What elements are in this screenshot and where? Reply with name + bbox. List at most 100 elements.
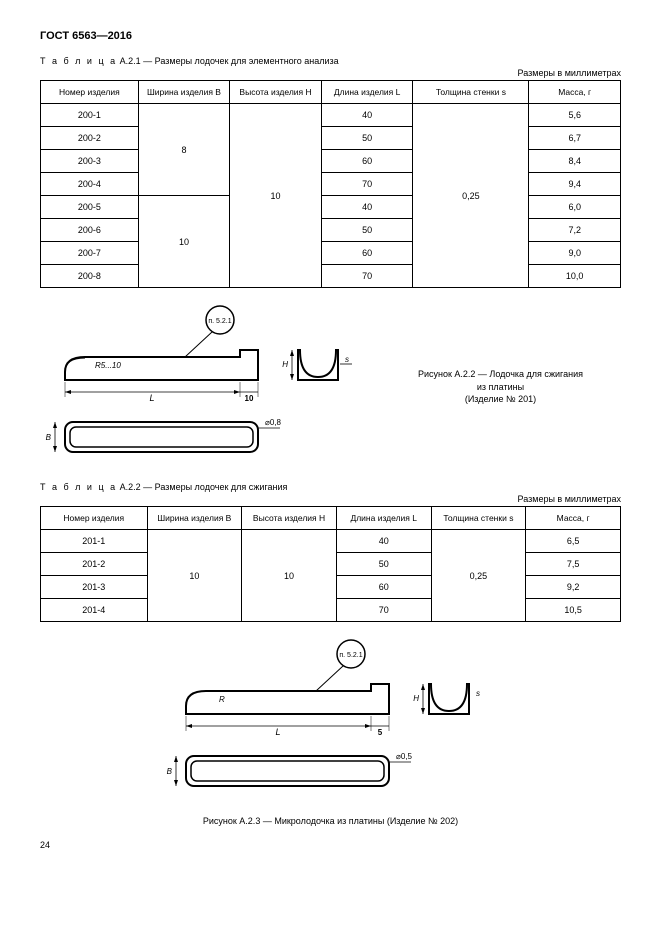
td: 70 — [321, 173, 413, 196]
fig2-five: 5 — [377, 728, 382, 737]
td: 200-5 — [41, 196, 139, 219]
table-2-caption: Т а б л и ц а А.2.2 — Размеры лодочек дл… — [40, 482, 621, 492]
table-row: 200-4 70 9,4 — [41, 173, 621, 196]
figure-1-caption: Рисунок А.2.2 — Лодочка для сжигания из … — [380, 368, 621, 406]
td: 10 — [147, 530, 242, 622]
table-row: 200-1 8 10 40 0,25 5,6 — [41, 104, 621, 127]
table-2-caption-text: А.2.2 — Размеры лодочек для сжигания — [120, 482, 288, 492]
table-row: 201-1 10 10 40 0,25 6,5 — [41, 530, 621, 553]
td: 201-2 — [41, 553, 148, 576]
td: 50 — [336, 553, 431, 576]
table-row: 200-2 50 6,7 — [41, 127, 621, 150]
td: 10 — [242, 530, 337, 622]
fig-L: L — [149, 393, 154, 403]
fig2-ref: п. 5.2.1 — [339, 652, 362, 659]
fig2-radius: R — [219, 695, 225, 704]
td: 9,4 — [529, 173, 621, 196]
table-1-caption-text: А.2.1 — Размеры лодочек для элементного … — [120, 56, 339, 66]
table-1-caption-prefix: Т а б л и ц а — [40, 56, 117, 66]
td: 10 — [138, 196, 230, 288]
td: 10,0 — [529, 265, 621, 288]
table-row: 200-7 60 9,0 — [41, 242, 621, 265]
fig-s: s — [345, 355, 349, 364]
fig-ten: 10 — [245, 394, 254, 403]
td: 9,2 — [526, 576, 621, 599]
fig2-H: H — [413, 694, 419, 703]
table-row: Номер изделия Ширина изделия B Высота из… — [41, 81, 621, 104]
td: 60 — [321, 242, 413, 265]
td: 40 — [321, 196, 413, 219]
td: 200-4 — [41, 173, 139, 196]
td: 0,25 — [431, 530, 526, 622]
td: 200-8 — [41, 265, 139, 288]
table-2-caption-prefix: Т а б л и ц а — [40, 482, 117, 492]
fig2-dia: ⌀0,5 — [396, 752, 412, 761]
fig2-L: L — [275, 727, 280, 737]
fig-ref: п. 5.2.1 — [208, 318, 231, 325]
td: 6,5 — [526, 530, 621, 553]
table-1-block: Т а б л и ц а А.2.1 — Размеры лодочек дл… — [40, 56, 621, 288]
td: 50 — [321, 127, 413, 150]
td: 60 — [321, 150, 413, 173]
figure-1-svg: п. 5.2.1 R5...10 L 10 H s B ⌀0,8 — [40, 302, 380, 472]
table-row: 200-8 70 10,0 — [41, 265, 621, 288]
th: Толщина стенки s — [431, 507, 526, 530]
table-1-units: Размеры в миллиметрах — [40, 68, 621, 78]
figure-2-svg: п. 5.2.1 R L 5 H s B ⌀0,5 — [151, 636, 511, 806]
td: 70 — [321, 265, 413, 288]
th: Толщина стенки s — [413, 81, 529, 104]
td: 9,0 — [529, 242, 621, 265]
figure-2-caption: Рисунок А.2.3 — Микролодочка из платины … — [40, 816, 621, 826]
td: 8,4 — [529, 150, 621, 173]
th: Ширина изделия B — [138, 81, 230, 104]
fig-radius: R5...10 — [95, 361, 121, 370]
td: 201-3 — [41, 576, 148, 599]
th: Масса, г — [526, 507, 621, 530]
th: Длина изделия L — [321, 81, 413, 104]
td: 70 — [336, 599, 431, 622]
td: 200-7 — [41, 242, 139, 265]
td: 40 — [336, 530, 431, 553]
figure-1: п. 5.2.1 R5...10 L 10 H s B ⌀0,8 Рису — [40, 302, 621, 472]
table-2-units: Размеры в миллиметрах — [40, 494, 621, 504]
th: Высота изделия H — [230, 81, 322, 104]
td: 50 — [321, 219, 413, 242]
td: 6,0 — [529, 196, 621, 219]
table-2: Номер изделия Ширина изделия B Высота из… — [40, 506, 621, 622]
th: Номер изделия — [41, 507, 148, 530]
table-row: 200-6 50 7,2 — [41, 219, 621, 242]
td: 10,5 — [526, 599, 621, 622]
th: Номер изделия — [41, 81, 139, 104]
fig-B: B — [46, 433, 52, 442]
td: 7,2 — [529, 219, 621, 242]
page-number: 24 — [40, 840, 621, 850]
td: 8 — [138, 104, 230, 196]
td: 201-4 — [41, 599, 148, 622]
figure-2: п. 5.2.1 R L 5 H s B ⌀0,5 Рисунок А.2.3 … — [40, 636, 621, 826]
td: 6,7 — [529, 127, 621, 150]
td: 200-6 — [41, 219, 139, 242]
td: 0,25 — [413, 104, 529, 288]
table-row: Номер изделия Ширина изделия B Высота из… — [41, 507, 621, 530]
th: Длина изделия L — [336, 507, 431, 530]
td: 5,6 — [529, 104, 621, 127]
fig-dia: ⌀0,8 — [265, 418, 281, 427]
table-row: 200-3 60 8,4 — [41, 150, 621, 173]
th: Масса, г — [529, 81, 621, 104]
td: 200-1 — [41, 104, 139, 127]
fig2-s: s — [476, 689, 480, 698]
td: 7,5 — [526, 553, 621, 576]
table-1: Номер изделия Ширина изделия B Высота из… — [40, 80, 621, 288]
table-2-block: Т а б л и ц а А.2.2 — Размеры лодочек дл… — [40, 482, 621, 622]
fig-H: H — [282, 360, 288, 369]
fig2-B: B — [166, 767, 172, 776]
table-1-caption: Т а б л и ц а А.2.1 — Размеры лодочек дл… — [40, 56, 621, 66]
td: 200-2 — [41, 127, 139, 150]
doc-header: ГОСТ 6563—2016 — [40, 30, 621, 42]
th: Ширина изделия B — [147, 507, 242, 530]
table-row: 200-5 10 40 6,0 — [41, 196, 621, 219]
td: 40 — [321, 104, 413, 127]
td: 200-3 — [41, 150, 139, 173]
td: 201-1 — [41, 530, 148, 553]
td: 10 — [230, 104, 322, 288]
